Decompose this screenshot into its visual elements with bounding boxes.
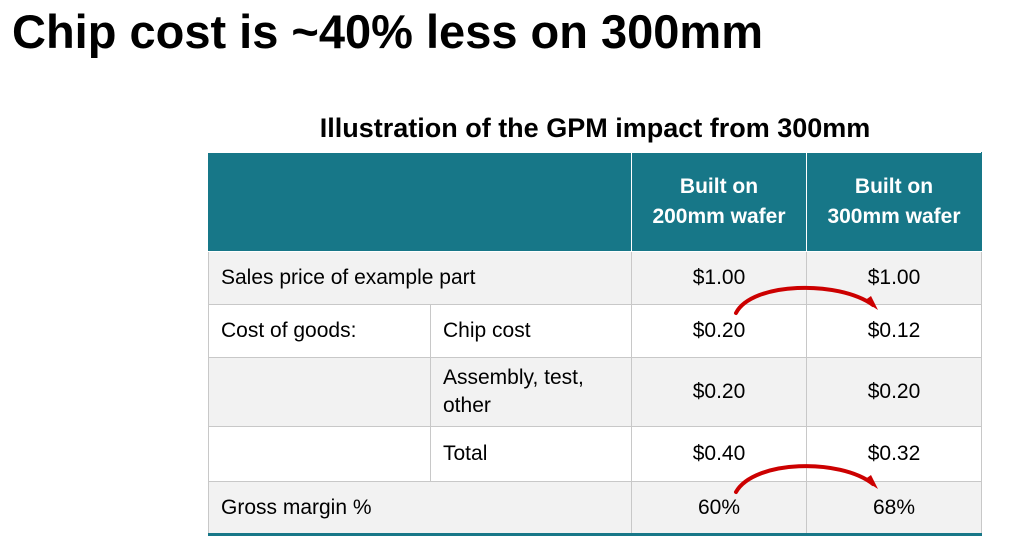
table-row: Assembly, test, other $0.20 $0.20: [208, 357, 982, 427]
gpm-table: Built on 200mm wafer Built on 300mm wafe…: [208, 152, 982, 536]
row-label: Sales price of example part: [208, 251, 632, 305]
row-sublabel: Chip cost: [430, 304, 632, 358]
value-300mm: 68%: [806, 481, 982, 536]
row-label: Cost of goods:: [208, 304, 431, 358]
row-label: [208, 357, 431, 427]
header-300mm: Built on 300mm wafer: [806, 152, 982, 252]
row-sublabel: Assembly, test, other: [430, 357, 632, 427]
table-row: Total $0.40 $0.32: [208, 426, 982, 482]
value-200mm: 60%: [631, 481, 807, 536]
row-label: Gross margin %: [208, 481, 632, 536]
value-200mm: $0.20: [631, 357, 807, 427]
slide-title: Chip cost is ~40% less on 300mm: [12, 5, 764, 58]
value-200mm: $0.40: [631, 426, 807, 482]
header-200mm: Built on 200mm wafer: [631, 152, 807, 252]
value-200mm: $1.00: [631, 251, 807, 305]
header-row: Built on 200mm wafer Built on 300mm wafe…: [208, 152, 982, 252]
value-200mm: $0.20: [631, 304, 807, 358]
row-label: [208, 426, 431, 482]
value-300mm: $1.00: [806, 251, 982, 305]
table-row: Cost of goods: Chip cost $0.20 $0.12: [208, 304, 982, 358]
table-title: Illustration of the GPM impact from 300m…: [319, 113, 871, 143]
header-blank-cell: [208, 152, 632, 252]
table-row: Gross margin % 60% 68%: [208, 481, 982, 536]
value-300mm: $0.32: [806, 426, 982, 482]
row-sublabel: Total: [430, 426, 632, 482]
table-row: Sales price of example part $1.00 $1.00: [208, 251, 982, 305]
value-300mm: $0.12: [806, 304, 982, 358]
value-300mm: $0.20: [806, 357, 982, 427]
